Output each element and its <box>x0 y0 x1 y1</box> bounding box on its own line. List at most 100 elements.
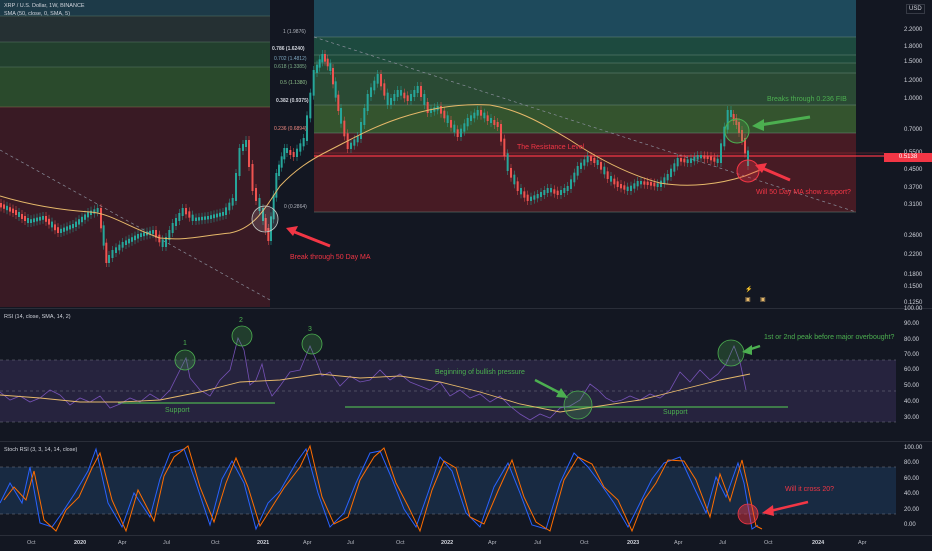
candle-body <box>483 112 486 119</box>
candle-body <box>283 148 286 160</box>
candle-body <box>583 159 586 166</box>
price-tick-label: 0.7000 <box>904 127 923 133</box>
rsi-axis[interactable] <box>896 310 932 440</box>
candle-body <box>683 158 686 163</box>
earnings-badge-icon[interactable]: ▣ <box>745 297 751 303</box>
candle-body <box>720 143 722 163</box>
candle-body <box>530 196 532 201</box>
candle-body <box>213 214 215 219</box>
pane-separator[interactable] <box>0 441 932 442</box>
candle-body <box>744 138 746 154</box>
candle-body <box>178 213 181 221</box>
time-tick-label: Apr <box>674 540 683 546</box>
candle-body <box>613 178 616 185</box>
stoch-rsi-pane[interactable]: Stoch RSI (3, 3, 14, 14, close) Will it … <box>0 443 896 535</box>
candle-body <box>134 235 136 241</box>
candle-body <box>78 219 80 225</box>
candle-body <box>503 138 506 157</box>
candle-body <box>93 209 96 214</box>
candle-body <box>420 86 422 97</box>
rsi-tick-label: 80.00 <box>904 337 920 343</box>
candle-body <box>168 230 171 240</box>
candle-body <box>653 182 656 187</box>
stoch-tick-label: 20.00 <box>904 507 920 513</box>
candle-body <box>566 186 569 191</box>
candle-body <box>90 210 92 215</box>
candle-body <box>54 224 56 231</box>
time-axis[interactable] <box>0 535 932 551</box>
price-chart-pane[interactable]: XRP / U.S. Dollar, 1W, BINANCE SMA (50, … <box>0 0 896 307</box>
annotation-bullish-pressure: Beginning of bullish pressure <box>435 369 525 376</box>
candle-body <box>108 255 110 263</box>
dividend-badge-icon[interactable]: ▣ <box>760 297 766 303</box>
event-flag-icon[interactable]: ⚡ <box>745 287 753 293</box>
candle-body <box>21 214 23 219</box>
time-tick-label: Oct <box>764 540 773 546</box>
candle-body <box>735 118 738 125</box>
candle-body <box>540 192 542 197</box>
candle-body <box>620 184 622 189</box>
candle-body <box>242 144 244 151</box>
candle-body <box>326 58 329 67</box>
rsi-pane[interactable]: RSI (14, close, SMA, 14, 2) 1 2 3 1st or… <box>0 310 896 440</box>
candle-body <box>446 115 449 123</box>
candle-body <box>747 150 749 166</box>
candle-body <box>500 124 502 142</box>
price-tick-label: 0.1250 <box>904 300 923 306</box>
annotation-breaks-0236: Breaks through 0.236 FIB <box>767 96 847 103</box>
candle-body <box>506 153 509 171</box>
rsi-label[interactable]: RSI (14, close, SMA, 14, 2) <box>4 314 71 320</box>
candle-body <box>636 181 639 187</box>
candle-body <box>81 216 83 223</box>
candle-body <box>316 64 318 73</box>
candle-body <box>456 129 459 137</box>
candle-body <box>198 217 200 221</box>
candle-body <box>373 80 376 91</box>
candle-body <box>560 190 562 195</box>
stoch-axis[interactable] <box>896 443 932 535</box>
candle-body <box>191 214 194 221</box>
sma-indicator-label[interactable]: SMA (50, close, 0, SMA, 5) <box>4 11 71 17</box>
candle-body <box>131 237 133 242</box>
candle-body <box>600 162 602 170</box>
candle-body <box>546 188 549 193</box>
rsi-tick-label: 40.00 <box>904 399 920 405</box>
candle-body <box>730 110 732 117</box>
price-tick-label: 1.5000 <box>904 59 923 65</box>
stoch-rsi-label[interactable]: Stoch RSI (3, 3, 14, 14, close) <box>4 447 78 453</box>
candle-body <box>60 228 62 233</box>
time-tick-label: Jul <box>163 540 171 546</box>
candle-body <box>137 234 139 239</box>
candle-body <box>100 208 102 229</box>
candle-body <box>363 108 366 125</box>
time-tick-label: Oct <box>211 540 220 546</box>
candle-body <box>433 107 436 112</box>
fib-label-0702: 0.702 (1.4812) <box>274 56 307 62</box>
candle-body <box>9 207 11 212</box>
candle-body <box>105 242 108 263</box>
symbol-title[interactable]: XRP / U.S. Dollar, 1W, BINANCE <box>4 3 85 9</box>
price-tick-label: 0.3700 <box>904 185 923 191</box>
candle-body <box>18 212 20 217</box>
candle-body <box>466 118 469 127</box>
candle-body <box>30 219 32 223</box>
candle-body <box>255 188 257 201</box>
candle-body <box>312 70 315 96</box>
candle-body <box>440 106 442 114</box>
candle-body <box>533 195 536 200</box>
candle-body <box>158 234 161 243</box>
currency-label[interactable]: USD <box>906 4 925 14</box>
annotation-support-right: Support <box>663 409 688 416</box>
candle-body <box>700 155 702 159</box>
candle-body <box>235 173 237 201</box>
pane-separator[interactable] <box>0 308 932 309</box>
candle-body <box>703 155 706 159</box>
candle-body <box>480 110 482 116</box>
candle-body <box>222 212 224 216</box>
candle-body <box>309 92 312 119</box>
candle-body <box>175 218 177 226</box>
candle-body <box>723 126 726 147</box>
candle-body <box>380 74 382 87</box>
candle-body <box>115 247 117 253</box>
candle-body <box>299 143 302 152</box>
